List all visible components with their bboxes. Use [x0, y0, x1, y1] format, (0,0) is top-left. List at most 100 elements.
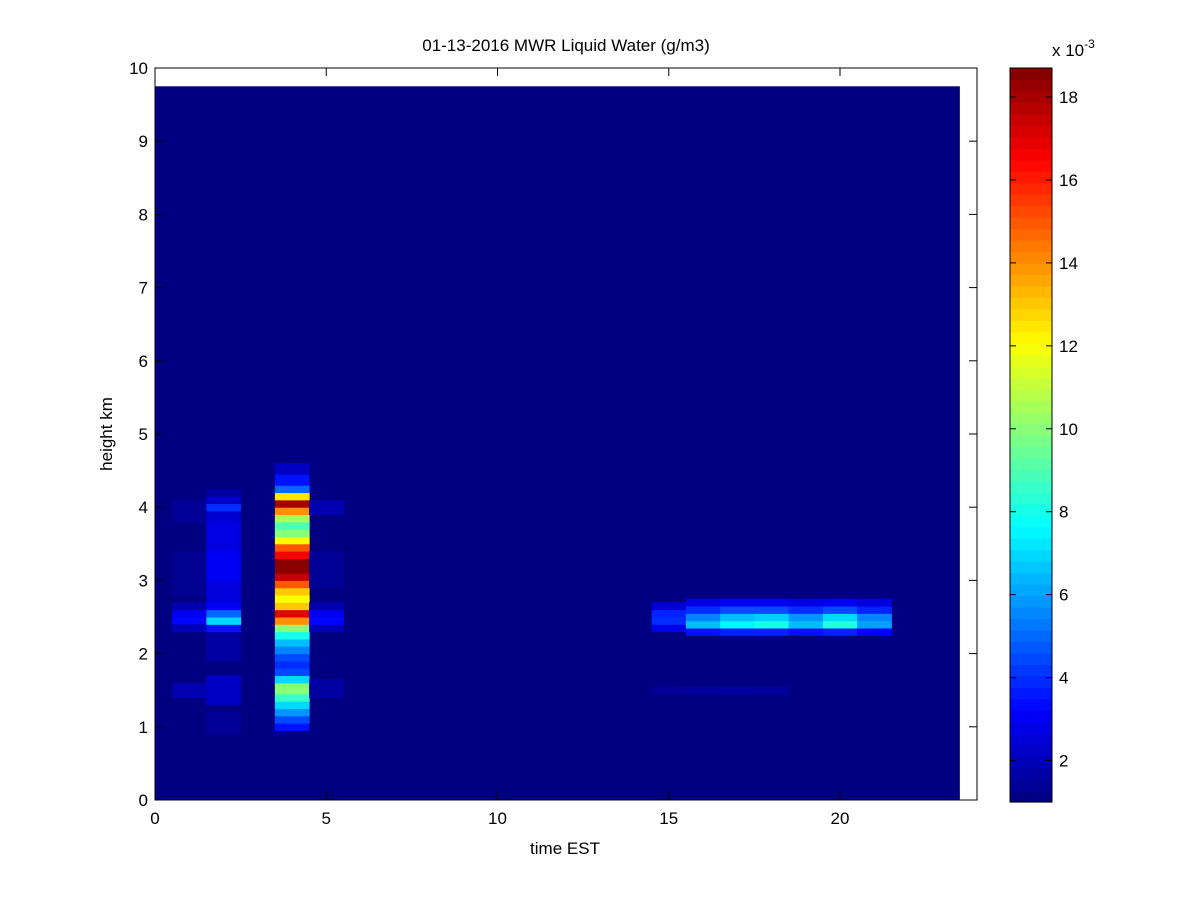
y-tick-label: 6 [139, 352, 148, 371]
colorbar-segment [1010, 698, 1052, 711]
colorbar-segment [1010, 171, 1052, 184]
colorbar-exponent-label: x 10-3 [1052, 37, 1095, 60]
heatmap-cell [651, 609, 687, 618]
heatmap-cell [685, 620, 721, 629]
x-tick-label: 20 [831, 809, 850, 828]
heatmap-cell [822, 613, 858, 622]
colorbar-segment [1010, 297, 1052, 310]
colorbar-segment [1010, 79, 1052, 92]
colorbar-segment [1010, 148, 1052, 161]
y-tick-label: 7 [139, 279, 148, 298]
colorbar-segment [1010, 652, 1052, 665]
colorbar-segment [1010, 480, 1052, 493]
colorbar-segment [1010, 549, 1052, 562]
heatmap-cell [788, 620, 824, 629]
heatmap-cell [274, 715, 310, 724]
heatmap-cell [309, 602, 344, 611]
colorbar-segment [1010, 251, 1052, 264]
svg-text:x 10-3: x 10-3 [1052, 37, 1095, 60]
heatmap-cell [822, 627, 858, 636]
heatmap-cell [309, 679, 344, 699]
colorbar-segment [1010, 618, 1052, 631]
heatmap-cell [206, 602, 242, 611]
heatmap-cell [685, 598, 721, 607]
colorbar-segment [1010, 90, 1052, 104]
heatmap-cell [720, 598, 755, 607]
heatmap-cell [274, 521, 310, 530]
colorbar-segment [1010, 435, 1052, 448]
colorbar-tick-label: 4 [1059, 669, 1068, 688]
colorbar-tick-label: 2 [1059, 752, 1068, 771]
colorbar-segment [1010, 629, 1052, 643]
heatmap-cell [788, 606, 824, 614]
heatmap-cell [274, 485, 310, 494]
heatmap-cell [206, 712, 242, 735]
colorbar-segment [1010, 240, 1052, 253]
colorbar-segment [1010, 733, 1052, 746]
colorbar-exponent-power: -3 [1084, 37, 1095, 51]
colorbar-segment [1010, 366, 1052, 379]
heatmap-cell [274, 609, 310, 618]
heatmap-cell [822, 606, 858, 614]
colorbar-segment [1010, 136, 1052, 149]
heatmap-cell [309, 609, 344, 618]
heatmap-cell [274, 463, 310, 475]
colorbar-segment [1010, 503, 1052, 516]
heatmap-cell [206, 496, 242, 505]
heatmap-cell [822, 598, 858, 607]
colorbar-segment [1010, 113, 1052, 126]
heatmap-cells [155, 68, 977, 801]
heatmap-cell [206, 617, 242, 625]
colorbar-segment [1010, 595, 1052, 608]
heatmap-cell [274, 474, 310, 486]
heatmap-cell [788, 627, 824, 636]
heatmap-cell [172, 551, 207, 596]
x-tick-label: 15 [659, 809, 678, 828]
y-axis-label: height km [97, 397, 116, 471]
heatmap-cell [754, 627, 790, 636]
heatmap-cell [788, 613, 824, 622]
heatmap-cell [857, 598, 892, 607]
y-tick-label: 0 [139, 791, 148, 810]
heatmap-cell [274, 646, 310, 655]
heatmap-cell [720, 620, 755, 629]
heatmap-cell [274, 693, 310, 702]
heatmap-cell [274, 668, 310, 677]
heatmap-cell [754, 598, 790, 607]
y-tick-label: 9 [139, 132, 148, 151]
heatmap-cell [274, 595, 310, 603]
heatmap-cell [274, 580, 310, 589]
heatmap-cell [206, 675, 242, 706]
colorbar-segment [1010, 182, 1052, 195]
colorbar-tick-label: 12 [1059, 337, 1078, 356]
colorbar-segment [1010, 584, 1052, 597]
heatmap-cell [720, 613, 755, 622]
heatmap-cell [309, 551, 344, 589]
x-tick-label: 5 [322, 809, 331, 828]
colorbar-segment [1010, 389, 1052, 402]
colorbar-segment [1010, 779, 1052, 792]
heatmap-cell [274, 499, 310, 508]
chart-title: 01-13-2016 MWR Liquid Water (g/m3) [422, 36, 710, 55]
colorbar-segment [1010, 710, 1052, 723]
colorbar-segment [1010, 561, 1052, 574]
colorbar-segment [1010, 664, 1052, 677]
heatmap-cell [754, 620, 790, 629]
colorbar-segment [1010, 446, 1052, 459]
heatmap-cell [274, 631, 310, 640]
heatmap-cell [857, 620, 892, 629]
colorbar-segment [1010, 228, 1052, 241]
heatmap-cell [651, 602, 687, 611]
colorbar-segment [1010, 331, 1052, 344]
heatmap-cell [172, 617, 207, 625]
heatmap-cell [172, 609, 207, 618]
colorbar-segment [1010, 492, 1052, 505]
heatmap-cell [274, 638, 310, 647]
heatmap-cell [309, 499, 344, 516]
colorbar-segment [1010, 412, 1052, 425]
colorbar-tick-label: 10 [1059, 420, 1078, 439]
y-tick-label: 3 [139, 571, 148, 590]
colorbar-segment [1010, 377, 1052, 390]
heatmap-cell [274, 602, 310, 611]
y-tick-label: 4 [139, 498, 148, 517]
